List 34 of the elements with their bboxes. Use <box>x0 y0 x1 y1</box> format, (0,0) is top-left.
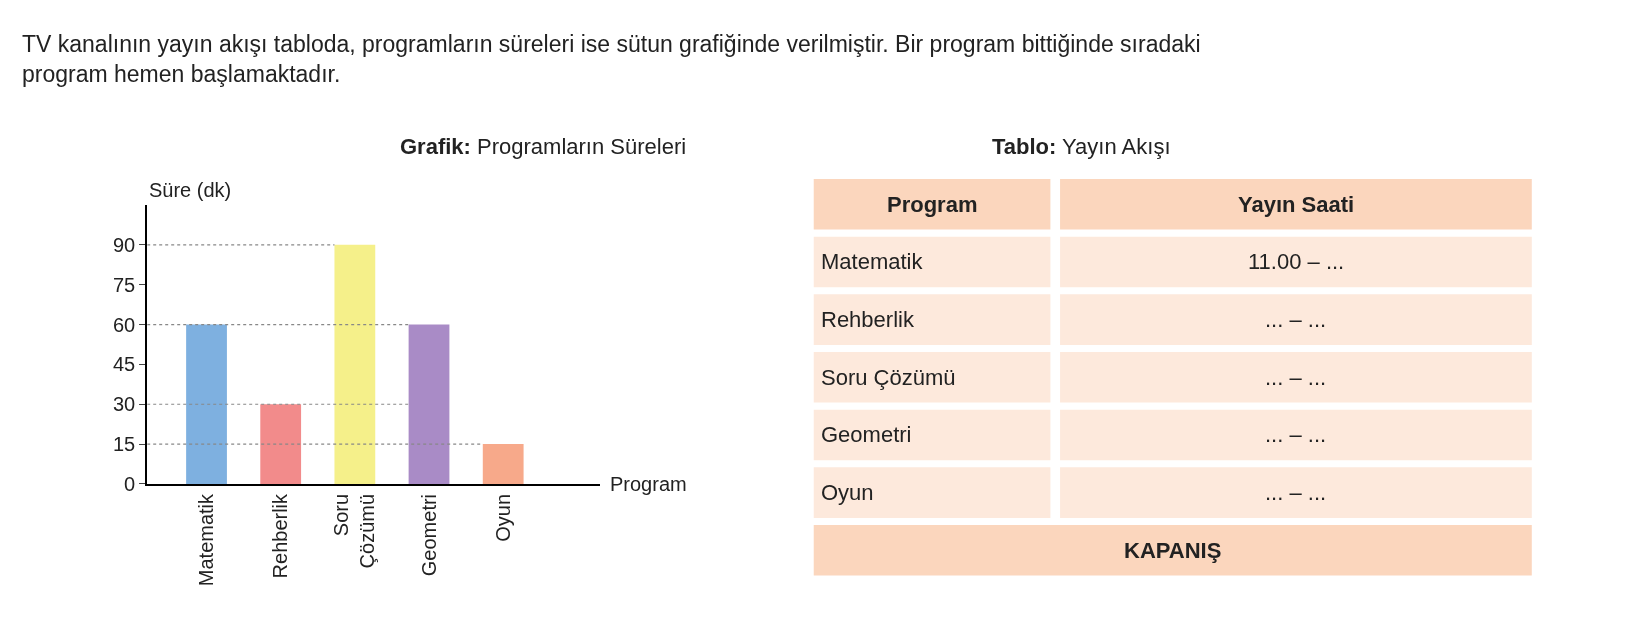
text: Soru Çözümü <box>821 365 956 390</box>
x-tick-label: Soru Çözümü <box>330 493 379 569</box>
text: Matematik <box>821 249 924 274</box>
y-axis-title: Süre (dk) <box>149 179 232 201</box>
x-tick-label: Rehberlik <box>269 492 292 579</box>
text: ... – ... <box>1265 365 1327 390</box>
x-tick-label: Matematik <box>195 492 218 587</box>
x-axis-title: Program <box>610 473 687 495</box>
y-tick-label: 15 <box>112 433 136 456</box>
text: TV kanalının yayın akışı tabloda, programların süreleri ise sütun grafiğinde verilmiştir. Bir program bittiğinde sıradaki program hemen başlamaktadır. <box>22 31 1201 87</box>
bar <box>482 444 524 484</box>
text: Program <box>887 192 978 217</box>
text: ... – ... <box>1265 307 1327 332</box>
x-tick-label: Geometri <box>417 493 440 577</box>
y-tick-label: 90 <box>112 233 136 256</box>
y-tick-label: 0 <box>124 472 136 495</box>
x-tick-label: Oyun <box>491 493 514 542</box>
bar <box>408 324 450 484</box>
text: Yayın Saati <box>1238 192 1355 217</box>
text: 11.00 – ... <box>1248 249 1345 274</box>
bar <box>186 324 227 484</box>
text: ... – ... <box>1265 480 1327 505</box>
y-tick-label: 75 <box>112 273 136 296</box>
text: ... – ... <box>1265 422 1327 447</box>
text: Tablo: Yayın Akışı <box>992 134 1171 159</box>
text: Geometri <box>821 422 912 447</box>
y-tick-label: 30 <box>112 393 136 416</box>
y-tick-label: 45 <box>112 353 136 376</box>
bar <box>260 404 302 484</box>
y-tick-label: 60 <box>112 313 136 336</box>
text: Rehberlik <box>821 307 915 332</box>
text: KAPANIŞ <box>1124 538 1222 563</box>
bar <box>334 244 376 484</box>
chart-title: Grafik: Programların Süreleri <box>400 134 687 159</box>
